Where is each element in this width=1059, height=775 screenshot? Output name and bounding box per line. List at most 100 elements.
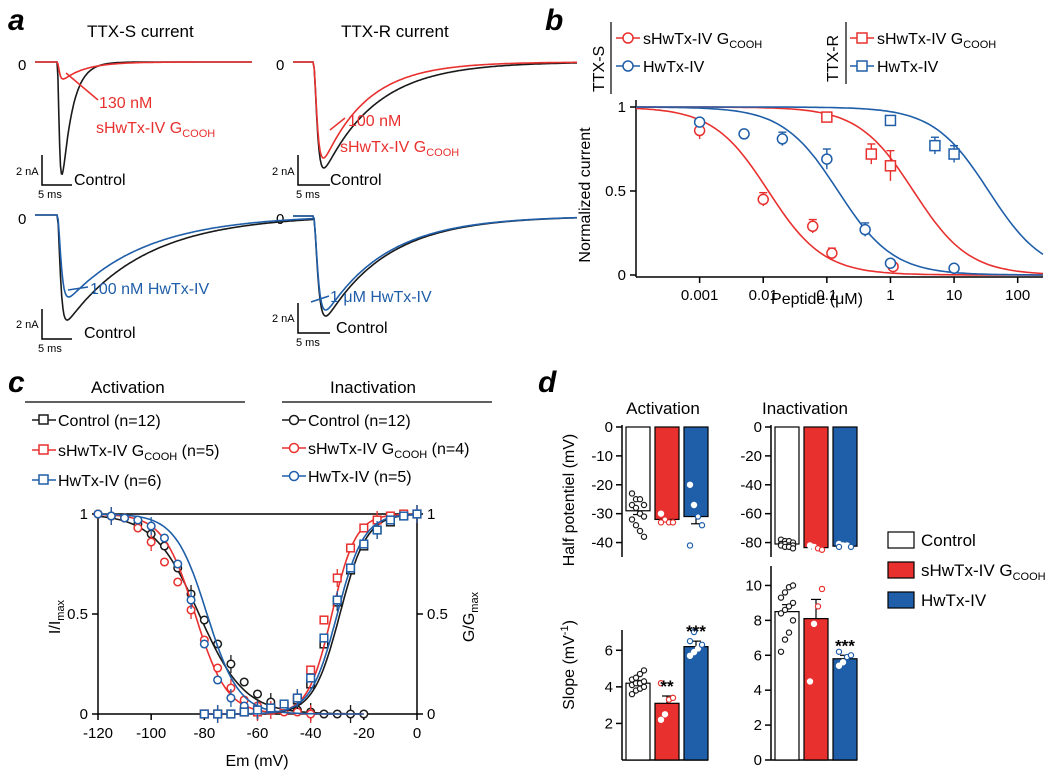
c-point xyxy=(133,515,143,525)
trace-ttxr-control xyxy=(293,61,577,169)
d-point xyxy=(628,490,636,497)
d-point xyxy=(657,716,665,723)
c-ytick-right-label: 0.5 xyxy=(427,606,448,623)
d-point xyxy=(636,527,644,535)
c-xtick-label: 0 xyxy=(413,725,421,742)
label-r1-peptide: sHwTx-IV GCOOH xyxy=(340,139,459,159)
d-ytick-label: 6 xyxy=(605,642,613,659)
svg-text:sHwTx-IV GCOOH: sHwTx-IV GCOOH xyxy=(921,561,1046,583)
d-point xyxy=(686,637,694,645)
b-point xyxy=(884,257,897,269)
d-point xyxy=(847,543,855,551)
d-title-activation: Activation xyxy=(626,399,700,418)
d-point xyxy=(632,504,640,512)
d-point xyxy=(632,674,640,681)
d-point xyxy=(777,610,785,617)
c-point xyxy=(332,595,342,605)
b-point xyxy=(865,148,878,160)
d-legend-sg: sHwTx-IV GCOOH xyxy=(887,561,1046,583)
d-title-inactivation: Inactivation xyxy=(762,399,848,418)
c-point xyxy=(213,675,223,685)
d-point xyxy=(694,645,702,652)
d-bar xyxy=(683,646,709,761)
c-legend-inact-sg: sHwTx-IV GCOOH (n=4) xyxy=(282,441,469,461)
c-point xyxy=(332,573,342,583)
d-subplot-inact_slope: 0 2 4 6 8 10 *** xyxy=(745,566,858,769)
c-xtick-label: -80 xyxy=(193,725,215,742)
d-bar xyxy=(774,426,800,545)
b-xlabel: Peptide (μM) xyxy=(771,291,863,308)
trace-ttxr-hwtx xyxy=(293,215,577,311)
c-ytick-left-label: 0 xyxy=(80,706,88,723)
d-bar xyxy=(625,682,651,761)
svg-text:sHwTx-IV GCOOH (n=5): sHwTx-IV GCOOH (n=5) xyxy=(58,443,219,463)
b-point xyxy=(821,153,833,165)
trace-ttxs-sgcooh xyxy=(35,61,252,80)
control-label-s2: Control xyxy=(84,325,136,342)
zero-label-s2: 0 xyxy=(18,211,26,228)
scale-x-r1: 5 ms xyxy=(296,189,320,201)
c-legend-act-control: Control (n=12) xyxy=(32,413,161,430)
c-ylabel-right: G/Gmax xyxy=(461,591,481,642)
b-point xyxy=(806,220,819,233)
c-header-inactivation: Inactivation xyxy=(330,378,416,397)
c-point xyxy=(226,693,236,703)
svg-text:HwTx-IV (n=5): HwTx-IV (n=5) xyxy=(308,469,412,486)
d-significance: ** xyxy=(660,677,674,696)
c-point xyxy=(213,663,223,673)
legend-ttxr-sg: sHwTx-IV GCOOH xyxy=(850,31,996,51)
c-point xyxy=(385,515,395,525)
b-point xyxy=(693,116,706,128)
c-point xyxy=(199,615,209,625)
pointer-r1 xyxy=(329,117,346,131)
d-point xyxy=(781,589,789,596)
c-ytick-left-label: 0.5 xyxy=(67,606,88,623)
d-bar xyxy=(832,658,858,761)
c-point xyxy=(359,539,369,549)
d-point xyxy=(640,501,648,509)
d-point xyxy=(690,501,698,509)
d-point xyxy=(657,519,665,526)
c-point xyxy=(279,699,289,709)
d-bar xyxy=(683,426,709,518)
b-fit-3 xyxy=(636,106,1044,256)
b-point xyxy=(948,262,960,275)
c-legend-act-sg: sHwTx-IV GCOOH (n=5) xyxy=(32,443,219,463)
zero-label-s1: 0 xyxy=(18,57,26,74)
d-point xyxy=(640,678,648,685)
b-point xyxy=(884,114,897,127)
c-point xyxy=(199,639,209,649)
d-subplot-act_slope: 246***** xyxy=(605,622,709,761)
c-xtick-label: -100 xyxy=(136,725,166,742)
d-point xyxy=(628,516,636,523)
c-point xyxy=(319,615,329,625)
c-xlabel: Em (mV) xyxy=(225,753,288,770)
d-point xyxy=(669,519,677,526)
c-point xyxy=(345,543,356,553)
legend-ttxr-hw: HwTx-IV xyxy=(850,59,939,76)
d-bar xyxy=(654,426,680,521)
d-ytick-label: -10 xyxy=(591,448,613,465)
b-xtick-label: 0.01 xyxy=(749,287,778,304)
d-point xyxy=(657,680,665,687)
b-point xyxy=(948,148,960,160)
d-point xyxy=(698,641,706,649)
panel-label-c: c xyxy=(8,366,25,399)
zero-label-r1: 0 xyxy=(276,57,284,74)
d-ylabel-bottom: Slope (mV-1) xyxy=(559,620,578,710)
c-legend-act-hw: HwTx-IV (n=6) xyxy=(32,473,162,490)
pointer-s1 xyxy=(65,72,99,101)
d-point xyxy=(777,594,785,601)
svg-text:sHwTx-IV GCOOH: sHwTx-IV GCOOH xyxy=(643,31,762,51)
svg-text:HwTx-IV: HwTx-IV xyxy=(921,591,987,610)
d-legend-control: Control xyxy=(887,531,976,550)
d-ytick-label: -30 xyxy=(591,506,613,523)
c-point xyxy=(186,595,196,605)
c-point xyxy=(133,523,143,533)
c-point xyxy=(226,709,236,719)
c-point xyxy=(412,509,422,519)
d-point xyxy=(839,659,847,666)
d-ytick-label: 2 xyxy=(605,715,613,732)
scale-x-r2: 5 ms xyxy=(296,337,320,349)
d-point xyxy=(686,542,694,549)
